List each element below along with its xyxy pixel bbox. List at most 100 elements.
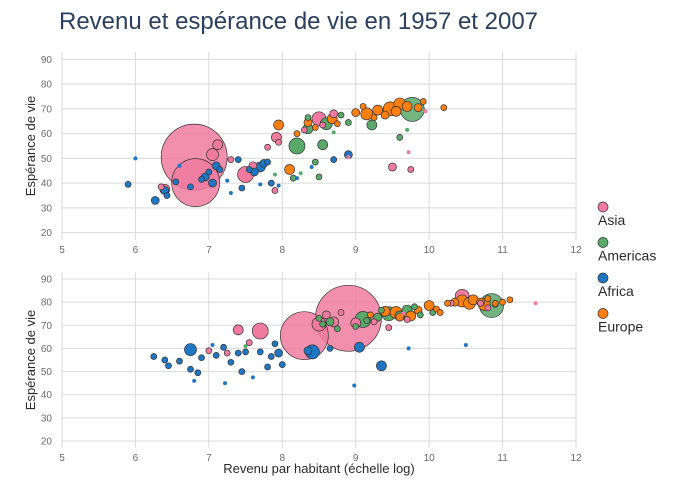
data-point-asia — [329, 109, 339, 119]
data-point-africa — [227, 358, 235, 366]
data-point-americas — [352, 323, 360, 330]
data-point-asia — [251, 322, 269, 340]
y-tick-label: 30 — [41, 413, 53, 424]
legend-label-europe: Europe — [598, 319, 643, 335]
data-point-asia — [275, 138, 282, 146]
x-tick-label: 8 — [280, 453, 286, 464]
y-tick-label: 70 — [41, 321, 53, 332]
data-point-europe — [499, 298, 506, 306]
data-point-africa — [267, 179, 275, 187]
data-point-europe — [440, 104, 448, 112]
data-point-americas — [396, 133, 404, 141]
data-point-africa — [161, 356, 169, 364]
data-point-americas — [311, 158, 319, 166]
chart-title: Revenu et espérance de vie en 1957 et 20… — [59, 8, 539, 35]
data-point-africa — [220, 343, 227, 351]
data-point-africa — [274, 348, 283, 358]
data-point-africa — [234, 349, 242, 357]
data-point-africa — [406, 346, 411, 351]
data-point-asia — [223, 349, 231, 357]
x-tick-label: 10 — [424, 453, 436, 464]
x-tick-label: 12 — [570, 453, 582, 464]
data-point-europe — [484, 295, 492, 302]
data-point-africa — [352, 383, 357, 388]
data-point-europe — [413, 103, 423, 113]
data-point-asia — [346, 155, 351, 160]
data-point-africa — [276, 183, 281, 188]
data-point-asia — [205, 347, 213, 355]
data-point-africa — [184, 343, 197, 356]
data-point-europe — [359, 103, 367, 110]
y-tick-label: 40 — [41, 390, 53, 401]
y-tick-label: 20 — [41, 228, 53, 239]
y-axis-label: Espérance de vie — [23, 310, 38, 410]
data-point-africa — [234, 156, 242, 163]
data-point-africa — [163, 192, 171, 199]
data-point-africa — [245, 166, 253, 173]
data-point-americas — [337, 111, 345, 119]
data-point-asia — [423, 109, 428, 114]
y-tick-label: 90 — [41, 274, 53, 285]
data-point-africa — [187, 365, 194, 373]
data-point-asia — [321, 310, 331, 320]
x-tick-label: 7 — [206, 453, 212, 464]
data-point-asia — [232, 324, 244, 336]
data-point-asia — [477, 299, 484, 307]
x-tick-label: 5 — [59, 245, 65, 256]
data-point-europe — [436, 309, 444, 316]
data-point-africa — [238, 368, 246, 375]
x-tick-label: 6 — [133, 453, 139, 464]
data-point-africa — [198, 354, 205, 362]
data-point-africa — [187, 183, 194, 191]
data-point-africa — [278, 361, 286, 368]
data-point-asia — [337, 309, 345, 316]
data-point-africa — [172, 178, 180, 186]
data-point-africa — [250, 375, 255, 380]
y-axis-label: Espérance de vie — [23, 96, 38, 196]
data-point-americas — [315, 173, 323, 181]
data-point-africa — [294, 176, 299, 181]
y-tick-label: 80 — [41, 80, 53, 91]
data-point-europe — [444, 299, 451, 307]
data-point-africa — [177, 163, 182, 168]
data-point-asia — [271, 187, 279, 194]
data-point-africa — [198, 176, 205, 183]
data-point-europe — [370, 114, 378, 121]
data-point-americas — [315, 314, 323, 322]
data-point-americas — [405, 127, 410, 132]
data-point-europe — [367, 311, 374, 319]
data-point-asia — [385, 324, 393, 331]
data-point-asia — [206, 148, 219, 162]
data-point-europe — [491, 299, 499, 307]
y-tick-label: 20 — [41, 437, 53, 448]
data-point-africa — [376, 360, 387, 372]
y-tick-label: 50 — [41, 154, 53, 165]
data-point-europe — [380, 110, 390, 120]
data-point-americas — [416, 311, 424, 319]
data-point-africa — [192, 378, 197, 383]
data-point-africa — [330, 156, 338, 163]
data-point-europe — [395, 312, 405, 322]
data-point-asia — [212, 139, 224, 151]
x-tick-label: 5 — [59, 453, 65, 464]
data-point-americas — [345, 119, 352, 126]
data-point-africa — [242, 348, 249, 356]
data-point-africa — [210, 342, 215, 347]
data-point-americas — [304, 114, 312, 121]
data-point-europe — [284, 164, 295, 175]
y-tick-label: 90 — [41, 55, 53, 66]
legend-label-asia: Asia — [598, 212, 625, 228]
data-point-europe — [372, 104, 384, 116]
data-point-africa — [463, 342, 468, 347]
data-point-asia — [300, 126, 308, 134]
data-point-europe — [311, 124, 319, 131]
data-point-africa — [176, 357, 183, 365]
data-point-asia — [319, 121, 327, 129]
x-tick-label: 11 — [497, 453, 508, 464]
data-point-europe — [401, 101, 413, 112]
data-point-asia — [533, 301, 538, 306]
data-point-africa — [238, 184, 246, 192]
data-point-africa — [223, 381, 228, 386]
data-point-asia — [370, 318, 378, 326]
